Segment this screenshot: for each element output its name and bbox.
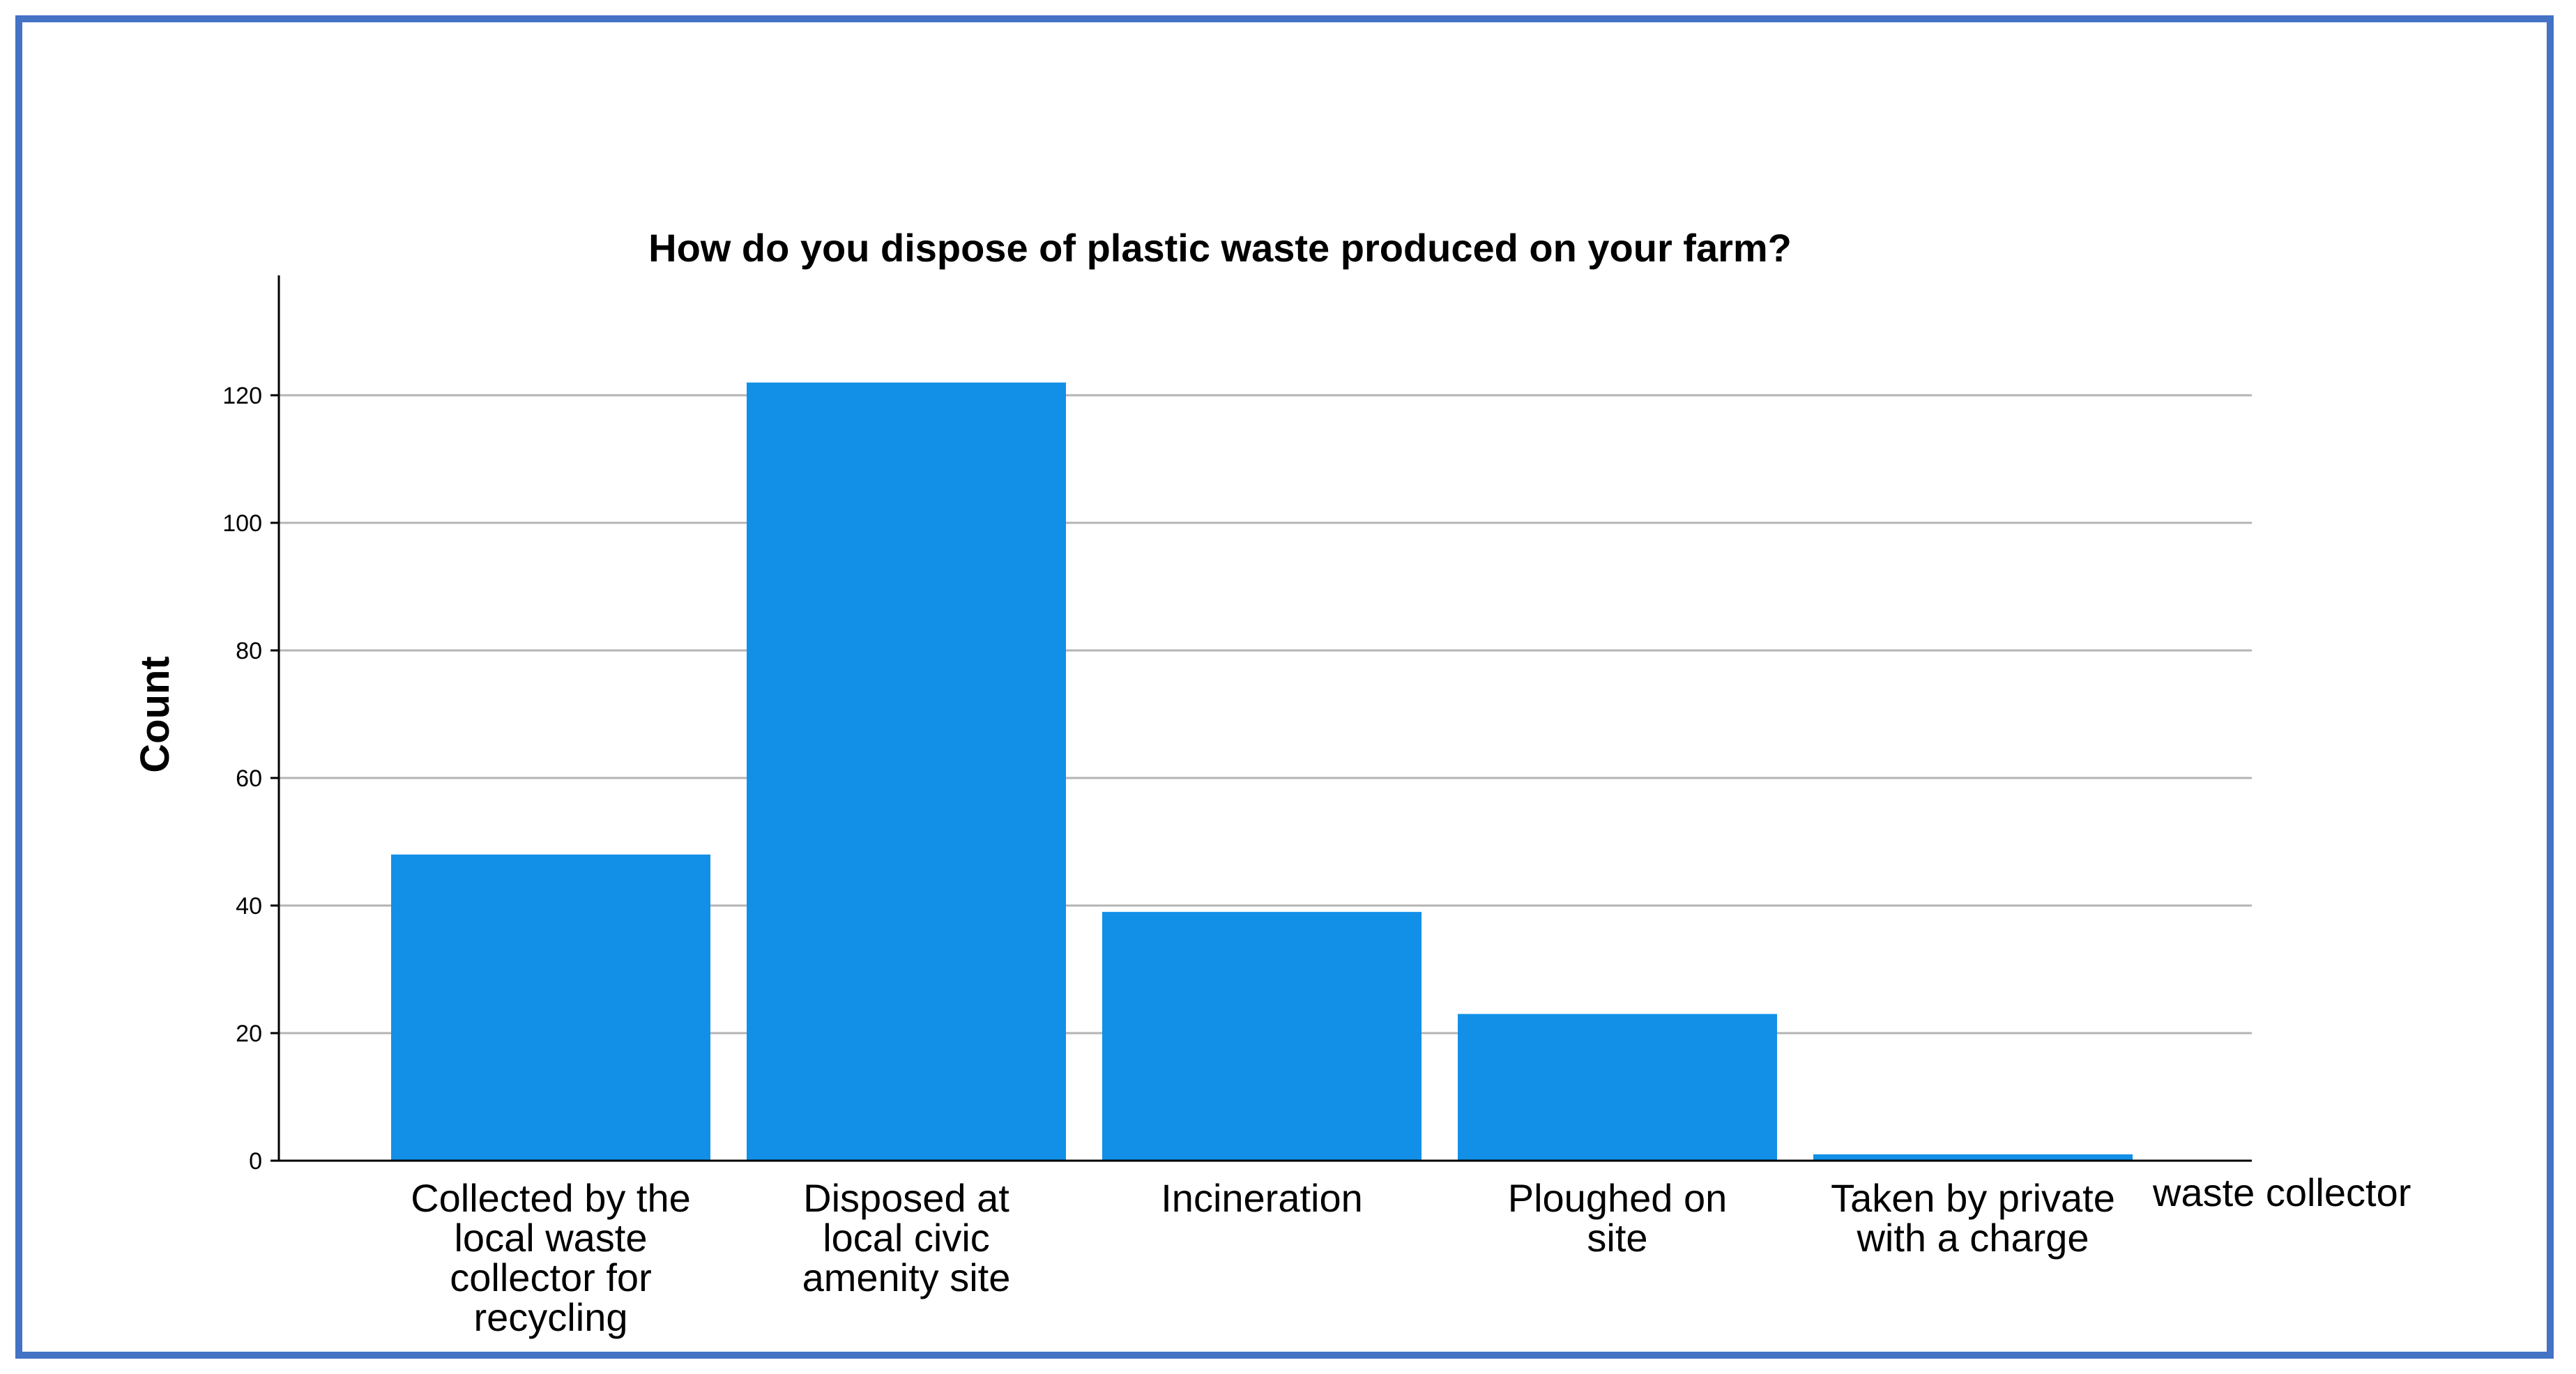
chart-title: How do you dispose of plastic waste prod…: [648, 226, 1792, 270]
category-label-5: Taken by private with a charge: [1831, 1176, 2115, 1260]
bar-4: [1458, 1014, 1777, 1161]
category-label-3: Incineration: [1161, 1176, 1363, 1220]
y-tick-label: 40: [236, 893, 262, 919]
category-label-2: Disposed at local civic amenity site: [802, 1176, 1011, 1299]
y-tick-label: 0: [249, 1148, 262, 1175]
category-label-4: Ploughed on site: [1508, 1176, 1728, 1260]
bar-3: [1102, 912, 1422, 1161]
category-label-overflow: waste collector: [2152, 1170, 2411, 1214]
y-tick-label: 80: [236, 638, 262, 664]
bar-1: [391, 854, 710, 1161]
y-tick-label: 100: [222, 510, 262, 537]
bars: [391, 382, 2133, 1161]
bar-5: [1813, 1154, 2133, 1161]
category-label-1: Collected by the local waste collector for…: [411, 1176, 691, 1339]
bar-2: [747, 382, 1066, 1161]
y-tick-label: 60: [236, 765, 262, 792]
y-tick-label: 120: [222, 383, 262, 409]
labels: 0 20 40 60 80 100 120 Collected by the local was…: [222, 383, 2411, 1339]
y-tick-label: 20: [236, 1021, 262, 1047]
y-axis-title: Count: [132, 656, 178, 773]
axes: [270, 275, 2252, 1162]
